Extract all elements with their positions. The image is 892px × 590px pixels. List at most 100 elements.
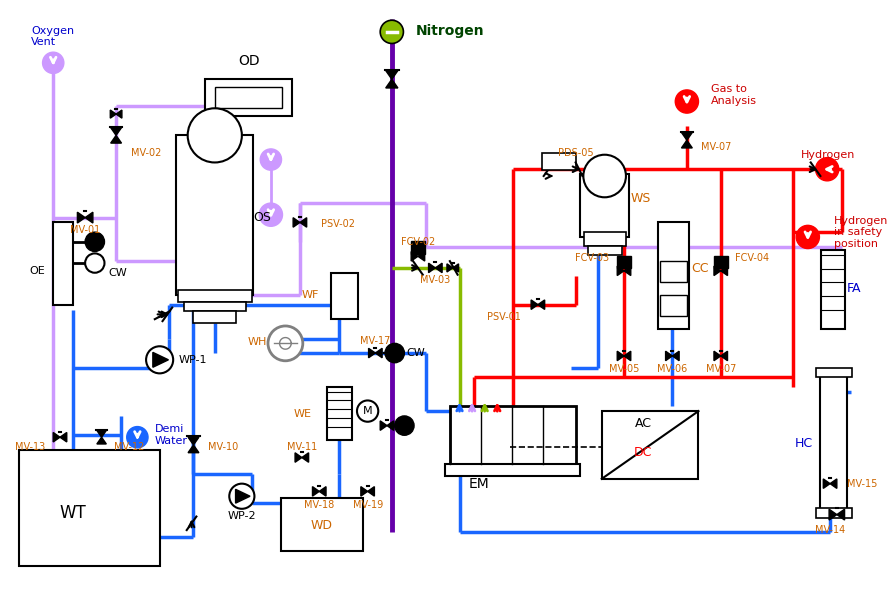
- Bar: [20, 450, 160, 566]
- Polygon shape: [385, 79, 398, 88]
- Polygon shape: [188, 445, 199, 453]
- Text: WT: WT: [59, 504, 86, 522]
- Polygon shape: [714, 351, 721, 360]
- Polygon shape: [665, 351, 673, 360]
- Text: CW: CW: [407, 348, 425, 358]
- Bar: [581, 174, 629, 237]
- Bar: [660, 295, 687, 316]
- Polygon shape: [435, 263, 442, 273]
- Text: Hydrogen: Hydrogen: [801, 150, 855, 160]
- Polygon shape: [673, 351, 679, 360]
- Text: Oxygen
Vent: Oxygen Vent: [31, 26, 74, 47]
- Circle shape: [675, 90, 698, 113]
- Polygon shape: [301, 453, 309, 463]
- Polygon shape: [78, 212, 85, 223]
- Bar: [178, 290, 252, 301]
- Circle shape: [43, 52, 64, 74]
- Text: WP-2: WP-2: [227, 510, 256, 520]
- Text: OE: OE: [29, 266, 45, 276]
- Bar: [815, 508, 853, 517]
- Text: WS: WS: [631, 192, 651, 205]
- Circle shape: [395, 416, 414, 435]
- Text: WP-1: WP-1: [179, 355, 208, 365]
- Bar: [281, 498, 363, 552]
- Text: MV-01: MV-01: [70, 225, 100, 235]
- Circle shape: [85, 253, 104, 273]
- Text: OS: OS: [253, 211, 271, 224]
- Bar: [215, 87, 283, 109]
- Bar: [588, 245, 622, 255]
- Text: M: M: [363, 406, 373, 416]
- Polygon shape: [380, 421, 387, 430]
- Circle shape: [380, 20, 403, 44]
- Polygon shape: [418, 251, 425, 261]
- Polygon shape: [624, 266, 631, 276]
- Polygon shape: [97, 437, 106, 444]
- Text: MV-06: MV-06: [657, 365, 688, 375]
- Polygon shape: [293, 218, 300, 227]
- Polygon shape: [837, 509, 845, 520]
- Text: MV-05: MV-05: [609, 365, 640, 375]
- Text: Nitrogen: Nitrogen: [416, 24, 484, 38]
- Bar: [584, 232, 626, 245]
- Circle shape: [260, 149, 282, 170]
- Circle shape: [260, 203, 283, 227]
- Circle shape: [127, 427, 148, 448]
- Polygon shape: [531, 300, 538, 309]
- Polygon shape: [361, 487, 368, 496]
- Polygon shape: [54, 432, 60, 442]
- Text: MV-07: MV-07: [706, 365, 736, 375]
- Circle shape: [357, 401, 378, 422]
- Bar: [714, 256, 728, 268]
- Circle shape: [583, 155, 626, 197]
- Polygon shape: [681, 133, 692, 140]
- Bar: [184, 301, 245, 312]
- Text: FA: FA: [847, 282, 861, 295]
- Polygon shape: [721, 266, 728, 276]
- Polygon shape: [428, 263, 435, 273]
- Polygon shape: [617, 266, 624, 276]
- Polygon shape: [319, 487, 326, 496]
- Text: MV-17: MV-17: [360, 336, 391, 346]
- Text: WF: WF: [301, 290, 319, 300]
- Polygon shape: [295, 453, 301, 463]
- Bar: [331, 273, 358, 319]
- Polygon shape: [829, 509, 837, 520]
- Bar: [194, 312, 236, 323]
- Polygon shape: [368, 348, 376, 358]
- Polygon shape: [60, 432, 67, 442]
- Bar: [602, 411, 698, 479]
- Polygon shape: [111, 135, 121, 143]
- Polygon shape: [681, 140, 692, 148]
- Polygon shape: [624, 351, 631, 360]
- Text: MV-10: MV-10: [208, 442, 238, 452]
- Bar: [205, 79, 293, 116]
- Polygon shape: [300, 218, 307, 227]
- Text: CC: CC: [690, 263, 708, 276]
- Polygon shape: [411, 251, 418, 261]
- Polygon shape: [447, 264, 453, 272]
- Text: OD: OD: [238, 54, 260, 68]
- Text: MV-07: MV-07: [701, 142, 731, 152]
- Polygon shape: [97, 431, 106, 437]
- Polygon shape: [385, 71, 398, 79]
- Circle shape: [187, 109, 242, 162]
- Text: MV-13: MV-13: [15, 442, 45, 452]
- Polygon shape: [714, 266, 721, 276]
- Polygon shape: [111, 110, 116, 118]
- Circle shape: [385, 343, 404, 363]
- Text: FCV-02: FCV-02: [401, 237, 435, 247]
- Text: HC: HC: [795, 437, 813, 450]
- Bar: [541, 153, 575, 170]
- Circle shape: [85, 232, 104, 251]
- Text: WD: WD: [310, 519, 332, 532]
- Bar: [815, 368, 853, 377]
- Text: Demi
Water: Demi Water: [155, 424, 188, 446]
- Circle shape: [229, 484, 254, 509]
- Text: WH: WH: [248, 337, 267, 348]
- Circle shape: [797, 225, 820, 248]
- Text: Hydrogen
in safety
position: Hydrogen in safety position: [834, 215, 888, 249]
- Polygon shape: [312, 487, 319, 496]
- Text: Gas to
Analysis: Gas to Analysis: [711, 84, 757, 106]
- Text: FCV-04: FCV-04: [735, 253, 770, 263]
